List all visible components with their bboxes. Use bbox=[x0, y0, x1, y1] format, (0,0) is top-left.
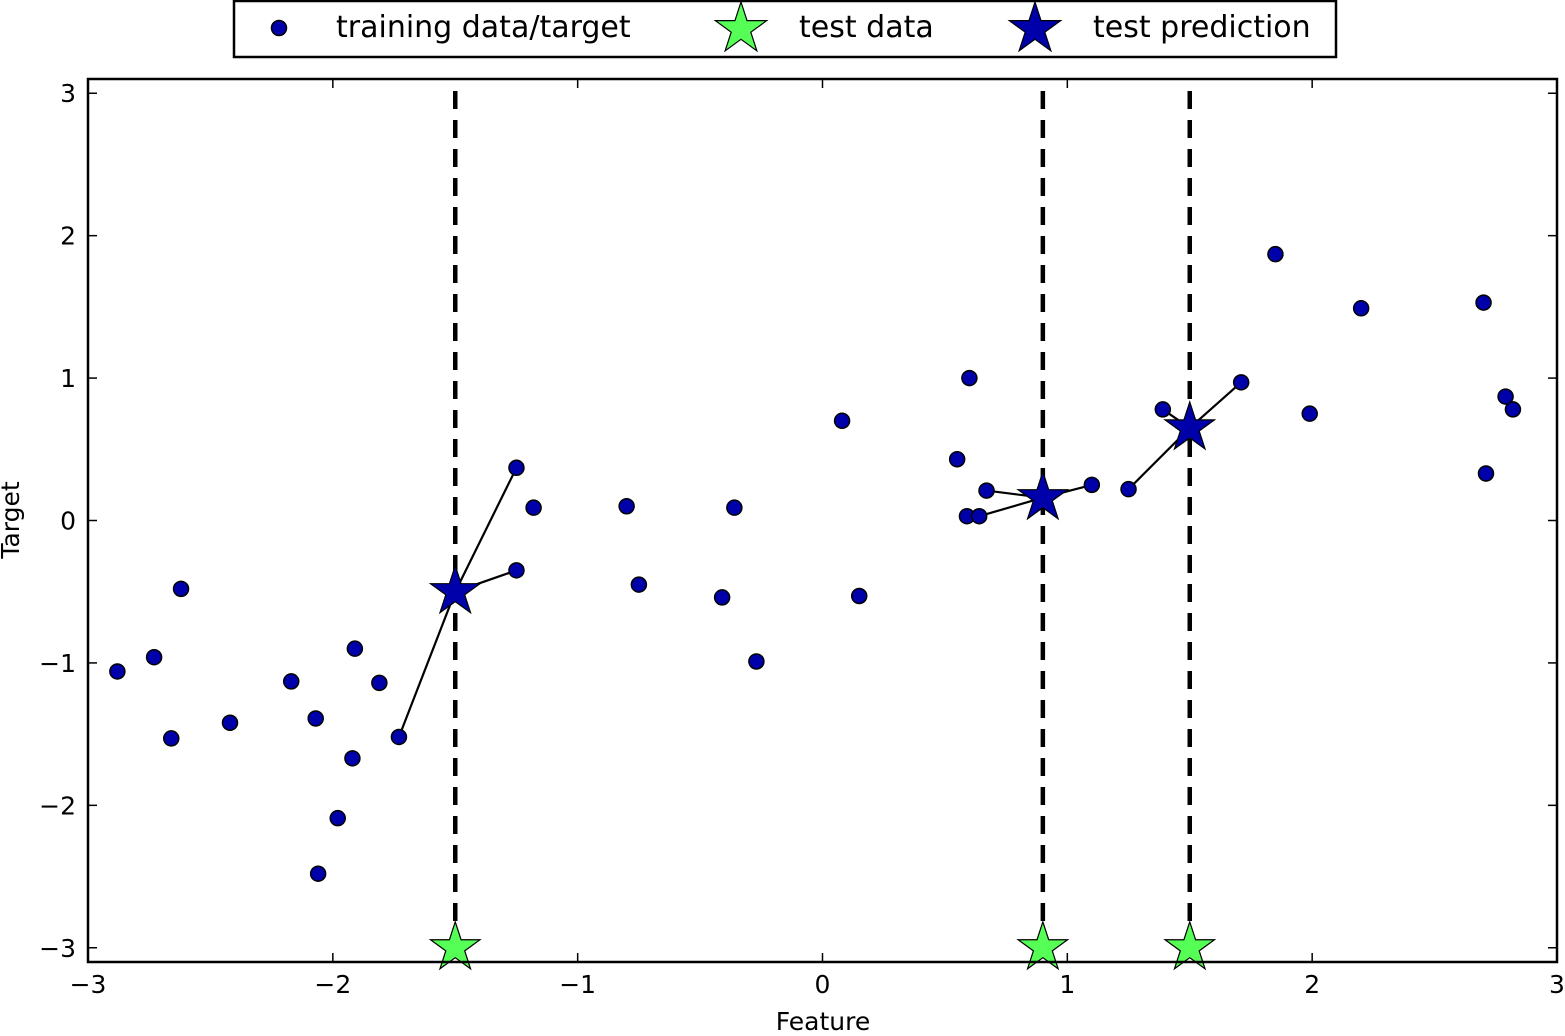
training-point bbox=[109, 663, 126, 680]
training-point bbox=[390, 728, 408, 746]
training-point bbox=[833, 412, 851, 430]
x-tick-label: −3 bbox=[70, 970, 107, 999]
training-point bbox=[726, 499, 743, 516]
prediction-point-group bbox=[428, 399, 1217, 615]
legend-training-marker bbox=[270, 19, 288, 37]
neighbor-line bbox=[454, 467, 518, 593]
training-point bbox=[748, 653, 765, 670]
training-point bbox=[371, 674, 388, 692]
x-tick-label: −1 bbox=[559, 970, 596, 999]
y-tick-label: 3 bbox=[60, 79, 76, 108]
training-point bbox=[1267, 245, 1284, 263]
training-point bbox=[329, 809, 346, 827]
legend-test-data-label: test data bbox=[799, 10, 934, 45]
training-point bbox=[713, 589, 731, 606]
y-tick-label: −3 bbox=[39, 934, 76, 963]
legend: training data/target test data test pred… bbox=[232, 0, 1338, 59]
x-tick-label: 1 bbox=[1059, 970, 1075, 999]
training-point bbox=[508, 459, 525, 477]
training-point bbox=[162, 730, 180, 747]
training-point bbox=[1504, 401, 1522, 418]
training-point bbox=[1497, 388, 1514, 405]
test-data-star bbox=[428, 919, 482, 971]
y-axis-title: Target bbox=[0, 481, 25, 560]
legend-test-prediction-label: test prediction bbox=[1093, 10, 1311, 45]
x-tick-label: 0 bbox=[815, 970, 831, 999]
x-tick-label: 2 bbox=[1304, 970, 1320, 999]
training-point bbox=[850, 587, 868, 605]
training-point bbox=[525, 499, 542, 516]
y-tick-label: −2 bbox=[39, 791, 76, 820]
training-point bbox=[1083, 476, 1101, 494]
test-data-star bbox=[1163, 919, 1217, 971]
training-point bbox=[948, 451, 966, 468]
training-point bbox=[221, 714, 239, 731]
y-tick-label: 0 bbox=[60, 507, 76, 536]
training-point bbox=[961, 369, 978, 387]
training-point bbox=[618, 498, 635, 515]
legend-test-prediction-marker bbox=[1007, 0, 1063, 53]
training-point bbox=[1475, 294, 1492, 311]
training-point bbox=[1232, 374, 1250, 391]
training-point bbox=[172, 580, 190, 598]
training-point bbox=[630, 576, 648, 593]
training-point bbox=[309, 865, 327, 882]
y-tick-label: 2 bbox=[60, 222, 76, 251]
training-point bbox=[970, 507, 988, 525]
training-point bbox=[344, 750, 361, 767]
training-point bbox=[145, 648, 163, 666]
training-point bbox=[1301, 405, 1318, 422]
legend-training-label: training data/target bbox=[336, 10, 631, 45]
legend-test-data-marker bbox=[713, 0, 769, 53]
training-point bbox=[282, 673, 300, 690]
y-tick-label: 1 bbox=[60, 364, 76, 393]
test-data-star bbox=[1016, 919, 1070, 971]
neighbor-line bbox=[978, 496, 1044, 518]
test-prediction-star bbox=[1016, 469, 1070, 521]
training-point bbox=[307, 710, 324, 727]
vertical-line-group bbox=[453, 91, 1192, 962]
x-tick-label: −2 bbox=[314, 970, 351, 999]
training-point bbox=[1120, 480, 1137, 498]
test-point-group bbox=[428, 919, 1217, 971]
x-tick-label: 3 bbox=[1549, 970, 1565, 999]
test-prediction-star bbox=[428, 563, 482, 615]
training-point bbox=[1352, 300, 1370, 317]
training-point bbox=[1154, 401, 1172, 418]
test-prediction-star bbox=[1163, 399, 1217, 451]
y-tick-label: −1 bbox=[39, 649, 76, 678]
neighbor-line bbox=[397, 591, 457, 738]
y-axis-ticks: −3 −2 −1 0 1 2 3 bbox=[39, 79, 1557, 963]
training-point bbox=[1477, 465, 1495, 482]
training-point bbox=[508, 562, 525, 579]
x-axis-title: Feature bbox=[776, 1007, 870, 1032]
training-point bbox=[346, 640, 364, 657]
x-axis-ticks: −3 −2 −1 0 1 2 3 bbox=[70, 79, 1565, 999]
legend-frame bbox=[232, 0, 1338, 59]
training-point-group bbox=[109, 245, 1522, 882]
training-point bbox=[978, 482, 995, 499]
